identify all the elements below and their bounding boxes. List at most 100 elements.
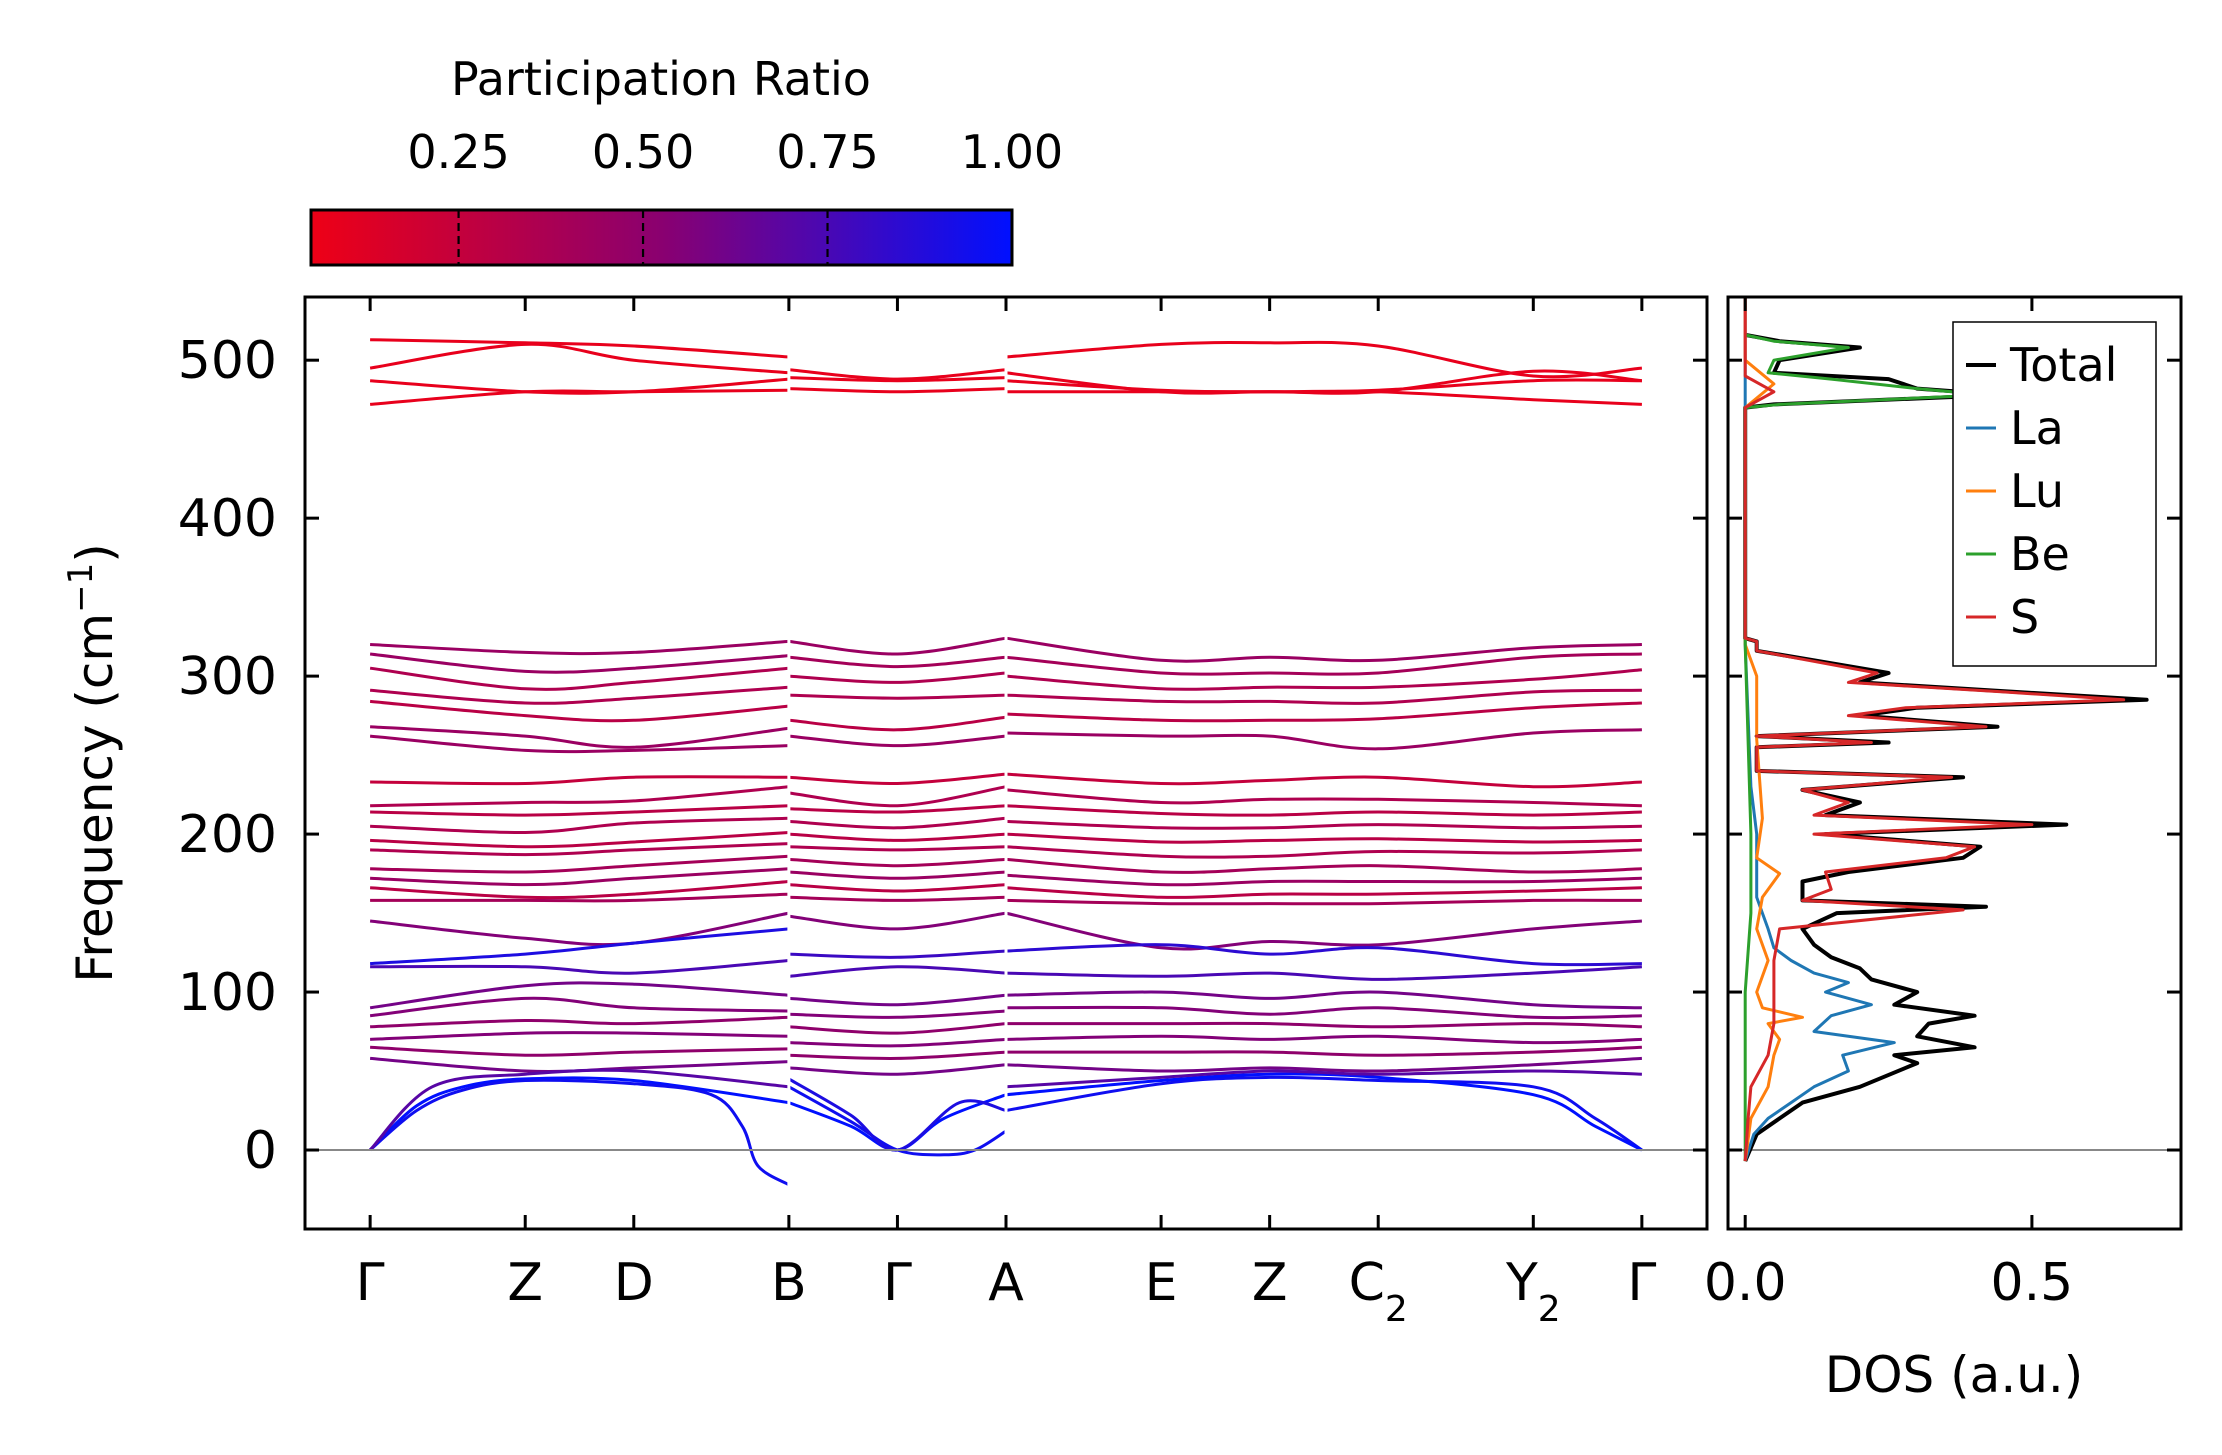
band-line (788, 883, 1007, 893)
band-line (1005, 1072, 1643, 1152)
band-line (788, 870, 1007, 880)
band-line (1006, 389, 1642, 406)
y-axis-label: Frequency (cm−1) (61, 543, 124, 983)
dos-panel: 0.0 0.5 DOS (a.u.) Total La Lu Be S (1704, 295, 2183, 1404)
dos-x-axis-label: DOS (a.u.) (1825, 1346, 2084, 1404)
band-line (369, 1078, 790, 1187)
band-line (788, 785, 1007, 808)
colorbar-tick-label: 0.50 (592, 125, 694, 179)
band-line (369, 911, 790, 947)
band-line (1005, 1056, 1642, 1073)
y-tick-label: 300 (178, 647, 277, 707)
band-line (1005, 943, 1642, 967)
legend-label: La (2010, 401, 2064, 455)
dos-ticks: 0.0 0.5 (1704, 297, 2181, 1313)
band-line (788, 387, 1007, 394)
band-line (1005, 1069, 1642, 1089)
band-line (788, 895, 1007, 902)
band-line (370, 816, 789, 835)
y-axis-label-superscript: −1 (61, 563, 101, 613)
band-line (369, 699, 790, 723)
band-line (370, 725, 790, 749)
band-line (370, 842, 789, 857)
band-line (1005, 728, 1642, 751)
band-line (1005, 886, 1642, 899)
band-line (1005, 1045, 1642, 1057)
band-line (788, 636, 1007, 656)
dos-x-tick-label: 0.0 (1704, 1253, 1787, 1313)
x-axis-ticks: Γ Z D B Γ A E Z C2 Y2 Γ (356, 297, 1656, 1330)
x-tick-label: E (1145, 1253, 1178, 1313)
colorbar-tick-label: 0.25 (407, 125, 509, 179)
band-line (788, 993, 1007, 1007)
band-line (370, 867, 789, 887)
band-line (788, 655, 1007, 669)
band-line (370, 1031, 789, 1041)
dos-line-s (1743, 297, 2126, 1162)
band-line (369, 734, 789, 754)
band-line (369, 685, 790, 705)
y-tick-label: 100 (178, 963, 277, 1023)
colorbar-gradient (309, 208, 1014, 267)
band-line (788, 734, 1007, 748)
band-line (1005, 688, 1642, 705)
band-line (788, 715, 1007, 732)
band-line (369, 666, 790, 691)
band-line (788, 965, 1007, 978)
band-line (1005, 668, 1643, 691)
legend-frame (1952, 321, 2157, 667)
band-line (788, 368, 1007, 381)
legend-items: Total La Lu Be S (1966, 338, 2117, 644)
band-line (1005, 857, 1642, 874)
band-line (788, 804, 1007, 814)
band-line (370, 785, 790, 808)
band-line (1005, 804, 1642, 817)
x-tick-label: Γ (356, 1253, 385, 1313)
band-line (788, 857, 1007, 868)
band-line (1005, 340, 1643, 379)
band-structure-panel: 0 100 200 300 400 500 Γ Z D B Γ A E Z C2 Y2 Γ Frequency… (61, 295, 1709, 1330)
band-line (369, 342, 790, 375)
band-line (1006, 1021, 1642, 1029)
band-line (370, 892, 789, 903)
y-tick-label: 400 (178, 489, 277, 549)
band-line (369, 981, 790, 1010)
band-line (1005, 1034, 1642, 1045)
band-line (370, 854, 789, 874)
band-line (369, 652, 790, 674)
y-tick-label: 0 (244, 1121, 277, 1181)
band-line (788, 376, 1007, 383)
legend: Total La Lu Be S (1952, 321, 2157, 667)
band-line (788, 671, 1007, 684)
dos-line-la (1743, 297, 1896, 1162)
band-line (1005, 772, 1642, 789)
band-line (370, 1015, 789, 1029)
band-line (370, 338, 790, 359)
x-tick-label: Z (507, 1253, 543, 1313)
colorbar-tick-label: 1.00 (961, 125, 1063, 179)
band-line (1005, 1005, 1642, 1020)
legend-label: Total (2009, 338, 2117, 392)
y-axis-ticks: 0 100 200 300 400 500 (178, 331, 1707, 1181)
band-line (370, 804, 789, 817)
band-line (788, 1022, 1007, 1035)
y-tick-label: 500 (178, 331, 277, 391)
band-line (1005, 1075, 1643, 1152)
x-tick-label: C2 (1349, 1253, 1408, 1330)
x-tick-label: Z (1252, 1253, 1288, 1313)
band-line (369, 388, 789, 406)
band-line (1005, 819, 1642, 830)
x-tick-label: Y2 (1505, 1253, 1561, 1330)
band-line (788, 845, 1007, 852)
band-line (1005, 898, 1642, 906)
legend-label: Be (2010, 527, 2070, 581)
band-line (788, 816, 1007, 830)
x-tick-label: A (988, 1253, 1024, 1313)
band-line (1005, 636, 1642, 663)
band-line (788, 949, 1007, 959)
band-line (370, 959, 790, 975)
band-line (788, 1037, 1007, 1048)
band-line (370, 775, 789, 786)
colorbar: Participation Ratio 0.25 0.50 0.75 1.00 (309, 52, 1063, 267)
band-line (370, 927, 790, 966)
